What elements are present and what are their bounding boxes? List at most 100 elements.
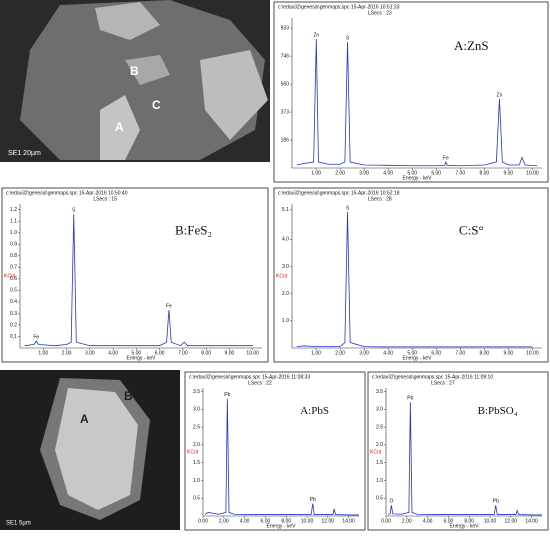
x-tick-label: 9.00 bbox=[503, 170, 513, 176]
chart-header: LSecs : 28 bbox=[368, 196, 392, 202]
y-tick-label: 0.9 bbox=[10, 242, 17, 248]
spectrum-line bbox=[388, 402, 542, 516]
image-label: B bbox=[130, 64, 139, 78]
image-label: A bbox=[115, 120, 124, 134]
y-tick-label: 1.5 bbox=[376, 460, 383, 466]
x-tick-label: 8.00 bbox=[464, 518, 474, 524]
y-tick-label: 0.5 bbox=[376, 496, 383, 502]
y-tick-label: 0.4 bbox=[10, 299, 17, 305]
peak-label: S bbox=[346, 205, 350, 211]
x-tick-label: 2.00 bbox=[62, 350, 72, 356]
x-tick-label: 1.00 bbox=[311, 350, 321, 356]
y-tick-label: 2.5 bbox=[193, 424, 200, 430]
grain bbox=[100, 95, 140, 160]
spectrum-line bbox=[296, 38, 538, 167]
peak-label: Pb bbox=[224, 392, 230, 398]
x-tick-label: 2.00 bbox=[335, 170, 345, 176]
x-axis-label: Energy - keV bbox=[267, 523, 297, 529]
chart: c:\edax32\genesis\genmaps.spc 15-Apr-201… bbox=[273, 187, 549, 363]
x-tick-label: 4.00 bbox=[240, 518, 250, 524]
chart: c:\edax32\genesis\genmaps.spc 15-Apr-201… bbox=[273, 1, 549, 183]
y-tick-label: 1.2 bbox=[10, 207, 17, 213]
x-axis-label: Energy - keV bbox=[403, 175, 433, 181]
peak-label: Pb bbox=[407, 396, 413, 402]
spectrum-line bbox=[296, 212, 533, 348]
peak-label: S bbox=[72, 208, 76, 214]
y-tick-label: 2.5 bbox=[376, 424, 383, 430]
x-tick-label: 0.00 bbox=[198, 518, 208, 524]
y-tick-label: 0.1 bbox=[10, 334, 17, 340]
y-tick-label: 1.0 bbox=[10, 230, 17, 236]
x-tick-label: 5.00 bbox=[131, 350, 141, 356]
x-tick-label: 0.00 bbox=[381, 518, 391, 524]
peak-label: S bbox=[346, 35, 350, 41]
y-tick-label: 2.0 bbox=[282, 291, 289, 297]
x-axis-label: Energy - keV bbox=[450, 523, 480, 529]
x-tick-label: 10.00 bbox=[526, 170, 539, 176]
chart-header: c:\edax32\genesis\genmaps.spc 15-Apr-201… bbox=[278, 190, 400, 196]
x-tick-label: 6.00 bbox=[444, 518, 454, 524]
chart-header: c:\edax32\genesis\genmaps.spc 15-Apr-201… bbox=[189, 374, 310, 380]
chart-title: B:PbSO₄ bbox=[478, 405, 518, 417]
y-tick-label: 0.3 bbox=[10, 311, 17, 317]
y-tick-label: 3.0 bbox=[193, 407, 200, 413]
x-tick-label: 6.00 bbox=[431, 170, 441, 176]
chart-frame bbox=[1, 187, 269, 363]
y-axis-label: KCnt bbox=[4, 273, 16, 279]
grain bbox=[125, 55, 170, 85]
x-tick-label: 8.00 bbox=[479, 170, 489, 176]
scale-bar-label: SE1 5µm bbox=[6, 521, 31, 527]
peak-label: Zn bbox=[313, 32, 319, 38]
y-axis-label: KCnt bbox=[187, 449, 199, 455]
y-tick-label: 3.5 bbox=[193, 389, 200, 395]
chart-header: c:\edax32\genesis\genmaps.spc 15-Apr-201… bbox=[278, 4, 400, 10]
y-tick-label: 933 bbox=[281, 25, 290, 31]
x-tick-label: 4.00 bbox=[383, 350, 393, 356]
y-tick-label: 373 bbox=[281, 109, 290, 115]
chart-title: C:S° bbox=[459, 222, 484, 237]
y-tick-label: 1.1 bbox=[10, 219, 17, 225]
y-tick-label: 746 bbox=[281, 53, 290, 59]
sem-image: A B SE1 5µm bbox=[0, 370, 180, 530]
x-tick-label: 10.00 bbox=[526, 350, 539, 356]
x-tick-label: 8.00 bbox=[281, 518, 291, 524]
x-tick-label: 1.00 bbox=[38, 350, 48, 356]
chart-header: LSecs : 15 bbox=[93, 196, 117, 202]
y-tick-label: 3.0 bbox=[376, 407, 383, 413]
chart-title: A:PbS bbox=[300, 405, 329, 417]
x-tick-label: 3.00 bbox=[359, 170, 369, 176]
sem-image: B A C SE1 20µm bbox=[0, 0, 270, 162]
y-tick-label: 2.0 bbox=[376, 442, 383, 448]
peak-label: Pb bbox=[310, 497, 316, 503]
y-tick-label: 0.5 bbox=[193, 496, 200, 502]
x-tick-label: 3.00 bbox=[85, 350, 95, 356]
chart-header: c:\edax32\genesis\genmaps.spc 15-Apr-201… bbox=[6, 190, 128, 196]
x-tick-label: 2.00 bbox=[219, 518, 229, 524]
x-tick-label: 3.00 bbox=[359, 350, 369, 356]
peak-label: Fe bbox=[33, 334, 39, 340]
y-tick-label: 560 bbox=[281, 81, 290, 87]
peak-label: Pb bbox=[493, 499, 499, 505]
image-label: C bbox=[152, 98, 161, 112]
x-tick-label: 14.00 bbox=[342, 518, 355, 524]
peak-label: Zn bbox=[497, 92, 503, 98]
x-tick-label: 10.00 bbox=[301, 518, 314, 524]
x-tick-label: 6.00 bbox=[155, 350, 165, 356]
peak-label: O bbox=[389, 499, 393, 505]
x-tick-label: 8.00 bbox=[201, 350, 211, 356]
chart-title: A:ZnS bbox=[454, 38, 489, 53]
x-tick-label: 4.00 bbox=[108, 350, 118, 356]
y-tick-label: 2.0 bbox=[193, 442, 200, 448]
y-tick-label: 3.5 bbox=[376, 389, 383, 395]
chart-header: LSecs : 23 bbox=[368, 10, 392, 16]
x-axis-label: Energy - keV bbox=[127, 355, 157, 361]
y-tick-label: 1.0 bbox=[282, 318, 289, 324]
x-tick-label: 2.00 bbox=[402, 518, 412, 524]
x-tick-label: 1.00 bbox=[311, 170, 321, 176]
spectrum-line bbox=[204, 398, 359, 516]
chart-frame bbox=[273, 187, 549, 363]
chart-header: LSecs : 22 bbox=[248, 380, 272, 386]
x-tick-label: 9.00 bbox=[225, 350, 235, 356]
y-tick-label: 0.6 bbox=[10, 276, 17, 282]
x-tick-label: 12.00 bbox=[322, 518, 335, 524]
